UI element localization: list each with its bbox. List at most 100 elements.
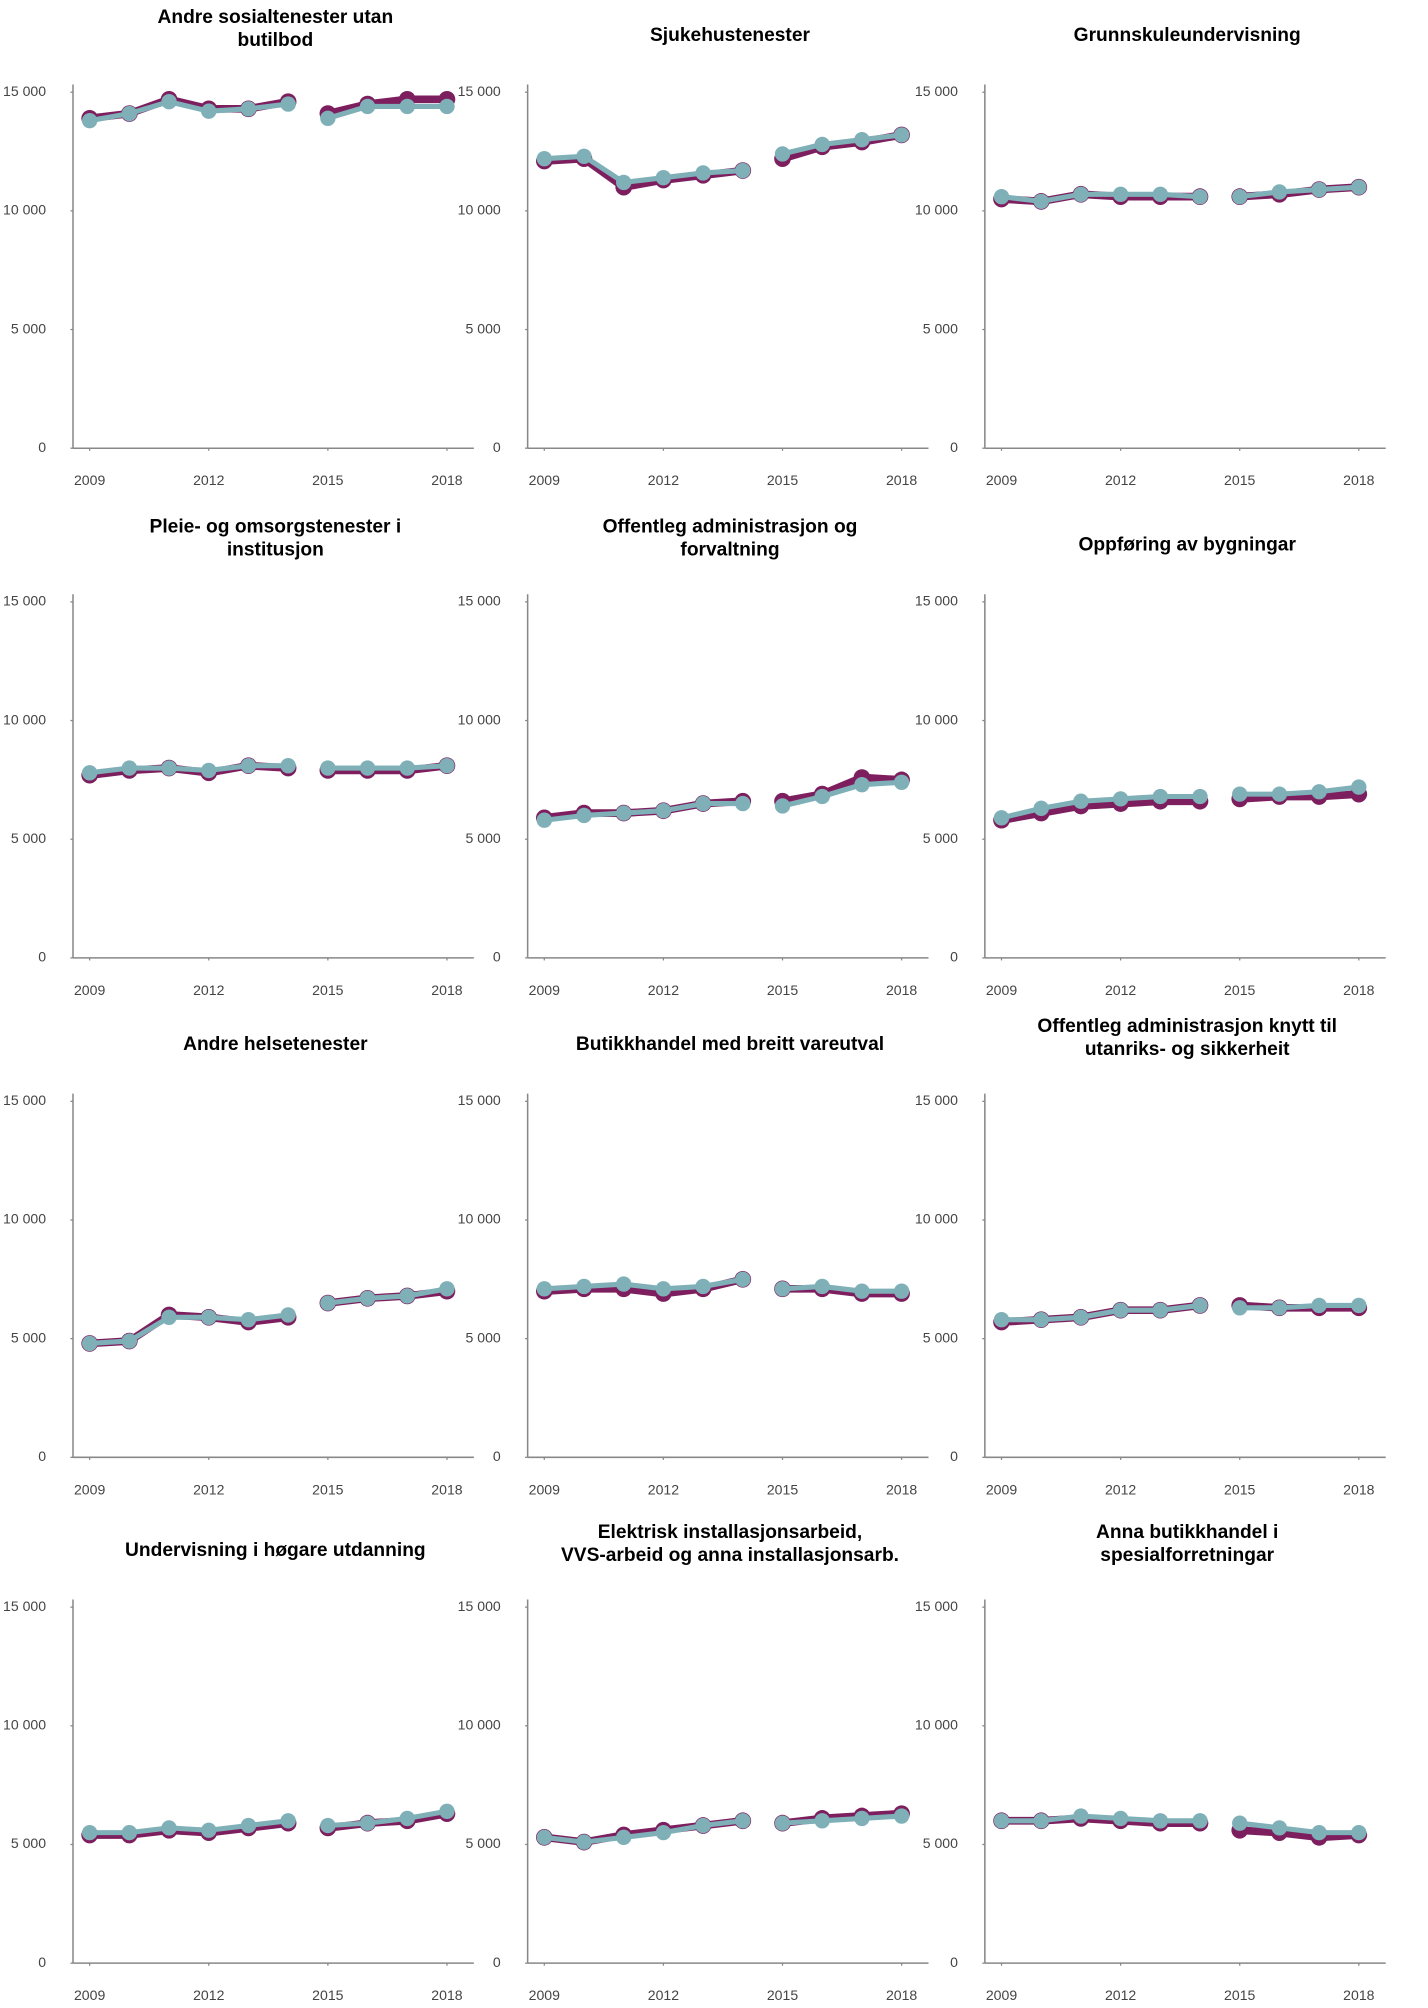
series-line	[1239, 1302, 1359, 1311]
point	[240, 1311, 257, 1328]
point	[695, 1817, 711, 1834]
x-tick-label: 2015	[312, 982, 343, 998]
y-tick-label: 10 000	[458, 711, 501, 727]
y-tick-label: 0	[38, 949, 46, 965]
point	[576, 148, 592, 164]
point	[201, 103, 217, 119]
point	[320, 1295, 336, 1311]
point	[1192, 188, 1208, 205]
point	[993, 1311, 1010, 1328]
x-tick-label: 2015	[767, 1987, 798, 2003]
point	[320, 110, 336, 126]
y-tick-label: 15 000	[915, 1092, 958, 1108]
chart-title: forvaltning	[680, 540, 779, 561]
y-tick-label: 5 000	[11, 320, 46, 336]
point	[121, 1824, 138, 1841]
series-line	[781, 779, 902, 809]
point	[854, 776, 870, 793]
x-tick-label: 2018	[431, 982, 462, 998]
point	[1152, 788, 1168, 805]
x-tick-label: 2018	[886, 1481, 917, 1497]
series-line	[1239, 1820, 1359, 1836]
y-tick-label: 5 000	[11, 1329, 46, 1345]
point	[893, 1283, 910, 1299]
point	[695, 1278, 711, 1295]
point	[1311, 181, 1327, 198]
chart-title: Butikkhandel med breitt vareutval	[576, 1034, 884, 1055]
series-line	[782, 1813, 902, 1826]
panel: Grunnskuleundervisning 0 5 000 10 000 15 000…	[915, 25, 1386, 488]
point	[893, 1808, 910, 1824]
series-line	[326, 95, 447, 118]
x-tick-label: 2009	[529, 982, 560, 998]
y-tick-label: 5 000	[466, 830, 501, 846]
point	[536, 1829, 552, 1846]
x-tick-label: 2009	[986, 472, 1017, 488]
point	[439, 98, 455, 115]
x-tick-label: 2015	[312, 1481, 343, 1497]
point	[1232, 1300, 1248, 1316]
x-tick-label: 2015	[1224, 982, 1255, 998]
chart-title: Grunnskuleundervisning	[1074, 25, 1301, 46]
y-tick-label: 10 000	[458, 1211, 501, 1227]
y-tick-label: 15 000	[458, 1092, 501, 1108]
point	[399, 1288, 415, 1304]
x-tick-label: 2012	[1105, 472, 1136, 488]
chart-title: Pleie- og omsorgstenester i	[150, 517, 402, 538]
point	[1033, 1311, 1049, 1328]
point	[1271, 184, 1288, 200]
point	[359, 760, 376, 776]
x-tick-label: 2018	[886, 1987, 917, 2003]
point	[854, 1283, 870, 1299]
chart-title: Andre helsetenester	[183, 1034, 368, 1055]
point	[1351, 179, 1367, 195]
chart-title: spesialforretningar	[1100, 1545, 1274, 1566]
x-tick-label: 2009	[529, 1481, 560, 1497]
point	[121, 105, 138, 122]
y-tick-label: 5 000	[923, 1329, 958, 1345]
point	[399, 1810, 415, 1827]
y-tick-label: 0	[950, 949, 958, 965]
series-line	[327, 763, 448, 771]
series-line	[327, 1286, 448, 1306]
series-line	[1239, 1826, 1360, 1842]
panel: Oppføring av bygningar 0 5 000 10 000 15 000…	[915, 535, 1386, 998]
point	[161, 94, 177, 110]
point	[536, 150, 552, 167]
point	[161, 1309, 177, 1325]
x-tick-label: 2009	[529, 472, 560, 488]
x-tick-label: 2018	[431, 1987, 462, 2003]
point	[774, 798, 791, 814]
y-tick-label: 5 000	[466, 1835, 501, 1851]
chart-title: Elektrisk installasjonsarbeid,	[598, 1522, 862, 1543]
point	[201, 762, 217, 779]
point	[1112, 1810, 1129, 1827]
y-tick-label: 0	[950, 1448, 958, 1464]
y-tick-label: 15 000	[3, 1598, 46, 1614]
x-tick-label: 2018	[886, 982, 917, 998]
chart-title: utanriks- og sikkerheit	[1085, 1039, 1290, 1060]
x-tick-label: 2012	[1105, 1481, 1136, 1497]
point	[1271, 1820, 1288, 1836]
x-tick-label: 2012	[648, 1481, 679, 1497]
x-tick-label: 2012	[193, 1481, 224, 1497]
y-tick-label: 10 000	[915, 711, 958, 727]
series-line	[327, 103, 447, 121]
x-tick-label: 2009	[529, 1987, 560, 2003]
point	[280, 1307, 296, 1323]
panel: Sjukehustenester 0 5 000 10 000 15 000 2009 20…	[458, 25, 929, 488]
point	[240, 101, 257, 117]
x-tick-label: 2015	[767, 1481, 798, 1497]
point	[201, 1822, 217, 1838]
point	[576, 1834, 592, 1850]
x-tick-label: 2018	[1343, 1987, 1374, 2003]
point	[1271, 786, 1288, 802]
chart-title: Offentleg administrasjon knytt til	[1037, 1016, 1337, 1037]
y-tick-label: 10 000	[458, 1717, 501, 1733]
x-tick-label: 2018	[431, 1481, 462, 1497]
x-tick-label: 2018	[886, 472, 917, 488]
